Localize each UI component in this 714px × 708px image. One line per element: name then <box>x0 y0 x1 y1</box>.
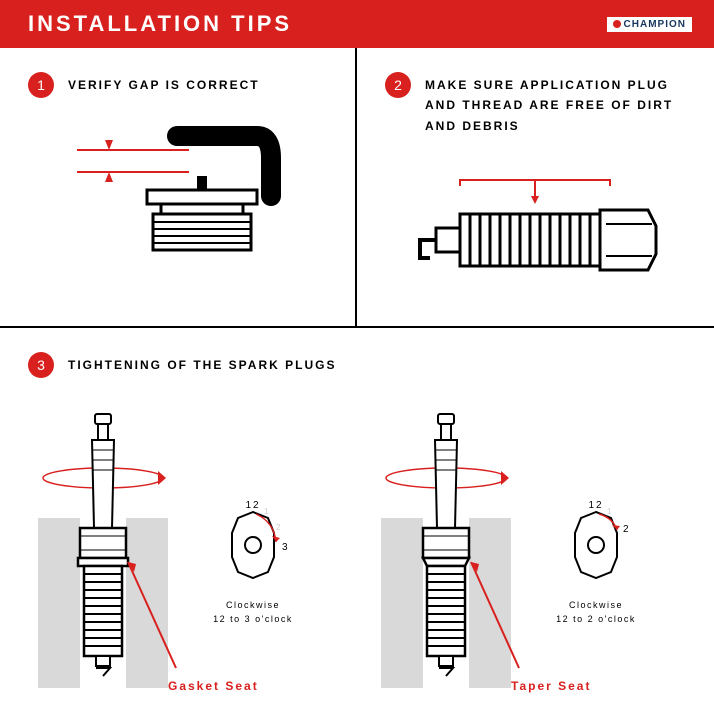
spark-plug-vertical-icon <box>28 408 178 688</box>
step-2-panel: 2 Make sure application plug and thread … <box>357 48 714 326</box>
gasket-plug-illustration <box>28 408 178 688</box>
header-bar: Installation Tips CHAMPION <box>0 0 714 48</box>
svg-text:2: 2 <box>623 524 631 535</box>
gasket-range: 12 to 3 o'clock <box>213 614 293 624</box>
taper-dial-label: Clockwise 12 to 2 o'clock <box>556 598 636 627</box>
gasket-dial-label: Clockwise 12 to 3 o'clock <box>213 598 293 627</box>
svg-text:2: 2 <box>276 523 282 532</box>
spark-plug-vertical-icon <box>371 408 521 688</box>
taper-seat-column: 12 1 2 Clockwise 12 to 2 o'clock Taper S… <box>371 398 694 698</box>
top-row: 1 Verify gap is correct <box>0 48 714 328</box>
taper-seat-label: Taper Seat <box>511 679 591 693</box>
tightening-row: 12 1 2 3 Clockwise 12 to 3 o'clock Gaske… <box>28 398 694 698</box>
step-3-panel: 3 Tightening of the spark plugs <box>0 328 714 708</box>
gasket-seat-label: Gasket Seat <box>168 679 259 693</box>
gasket-seat-column: 12 1 2 3 Clockwise 12 to 3 o'clock Gaske… <box>28 398 351 698</box>
step-1-panel: 1 Verify gap is correct <box>0 48 357 326</box>
thread-illustration <box>385 156 694 316</box>
gap-illustration <box>28 118 335 278</box>
gasket-direction: Clockwise <box>226 600 280 610</box>
step-3-badge: 3 <box>28 352 54 378</box>
brand-logo: CHAMPION <box>607 17 692 32</box>
step-3-head: 3 Tightening of the spark plugs <box>28 352 694 378</box>
svg-text:12: 12 <box>588 500 603 511</box>
step-2-badge: 2 <box>385 72 411 98</box>
page-title: Installation Tips <box>28 11 292 37</box>
svg-text:3: 3 <box>282 542 290 553</box>
step-2-head: 2 Make sure application plug and thread … <box>385 72 694 136</box>
taper-dial: 12 1 2 Clockwise 12 to 2 o'clock <box>521 470 671 627</box>
step-3-text: Tightening of the spark plugs <box>68 352 336 375</box>
svg-text:1: 1 <box>607 507 613 516</box>
clock-dial-icon: 12 1 2 <box>551 500 641 590</box>
step-1-head: 1 Verify gap is correct <box>28 72 335 98</box>
taper-direction: Clockwise <box>569 600 623 610</box>
taper-plug-illustration <box>371 408 521 688</box>
taper-range: 12 to 2 o'clock <box>556 614 636 624</box>
step-2-text: Make sure application plug and thread ar… <box>425 72 694 136</box>
spark-plug-side-icon <box>400 166 680 306</box>
clock-dial-icon: 12 1 2 3 <box>208 500 298 590</box>
step-1-text: Verify gap is correct <box>68 72 260 95</box>
gasket-dial: 12 1 2 3 Clockwise 12 to 3 o'clock <box>178 470 328 627</box>
spark-plug-tip-icon <box>57 118 307 278</box>
step-1-badge: 1 <box>28 72 54 98</box>
svg-text:1: 1 <box>264 507 270 516</box>
svg-text:12: 12 <box>245 500 260 511</box>
